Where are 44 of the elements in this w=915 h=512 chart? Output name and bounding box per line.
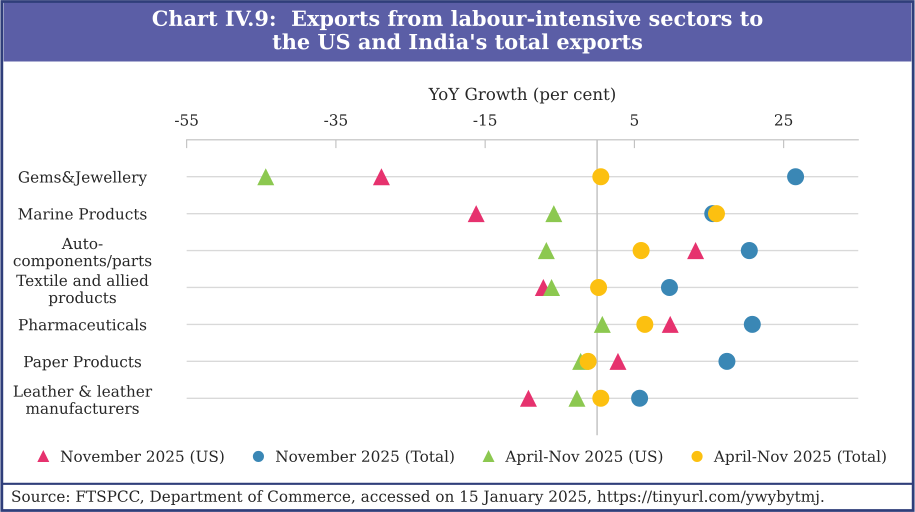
point [372,168,390,186]
legend-label: November 2025 (Total) [276,450,454,464]
y-tick-label: Textile and allied products [16,274,148,306]
x-tick-label: 5 [630,114,638,126]
point [592,390,610,407]
y-tick-label: Leather & leather manufacturers [14,385,152,414]
point [592,168,610,186]
point [662,316,679,333]
point [543,278,560,296]
point [257,168,274,186]
point [660,278,678,296]
point [740,242,758,260]
x-tick-label: -55 [175,114,198,126]
point [580,352,597,370]
point [568,390,586,407]
y-tick-label: Pharmaceuticals [18,318,146,330]
point [718,352,736,370]
point [708,205,725,222]
point [632,242,650,260]
y-tick-label: Paper Products [24,356,142,370]
legend-label: April-Nov 2025 (US) [505,450,662,465]
x-tick-label: -15 [474,114,496,126]
point [687,242,704,260]
point [468,205,485,222]
point [631,390,648,407]
y-tick-label: Auto- components/parts [14,238,152,270]
x-tick-label: -35 [324,114,348,126]
x-tick-label: 25 [774,114,792,126]
point [636,316,654,333]
point [545,205,562,222]
point [787,168,804,186]
y-tick-label: Marine Products [18,208,147,220]
y-tick-label: Gems&Jewellery [18,170,148,186]
chart-title: Chart IV.9: Exports from labour-intensive sectors to the US and India's total exports [152,10,762,54]
legend-label: April-Nov 2025 (Total) [714,450,886,465]
point [744,316,761,333]
point [594,316,611,333]
x-axis-title: YoY Growth (per cent) [428,87,615,104]
point [609,352,626,370]
point [590,278,608,296]
point [520,390,537,407]
legend-label: November 2025 (US) [60,450,224,464]
source-note: Source: FTSPCC, Department of Commerce, accessed on 15 January 2025, https://tinyurl.com/ywybytmj. [12,490,824,506]
point [538,242,555,260]
